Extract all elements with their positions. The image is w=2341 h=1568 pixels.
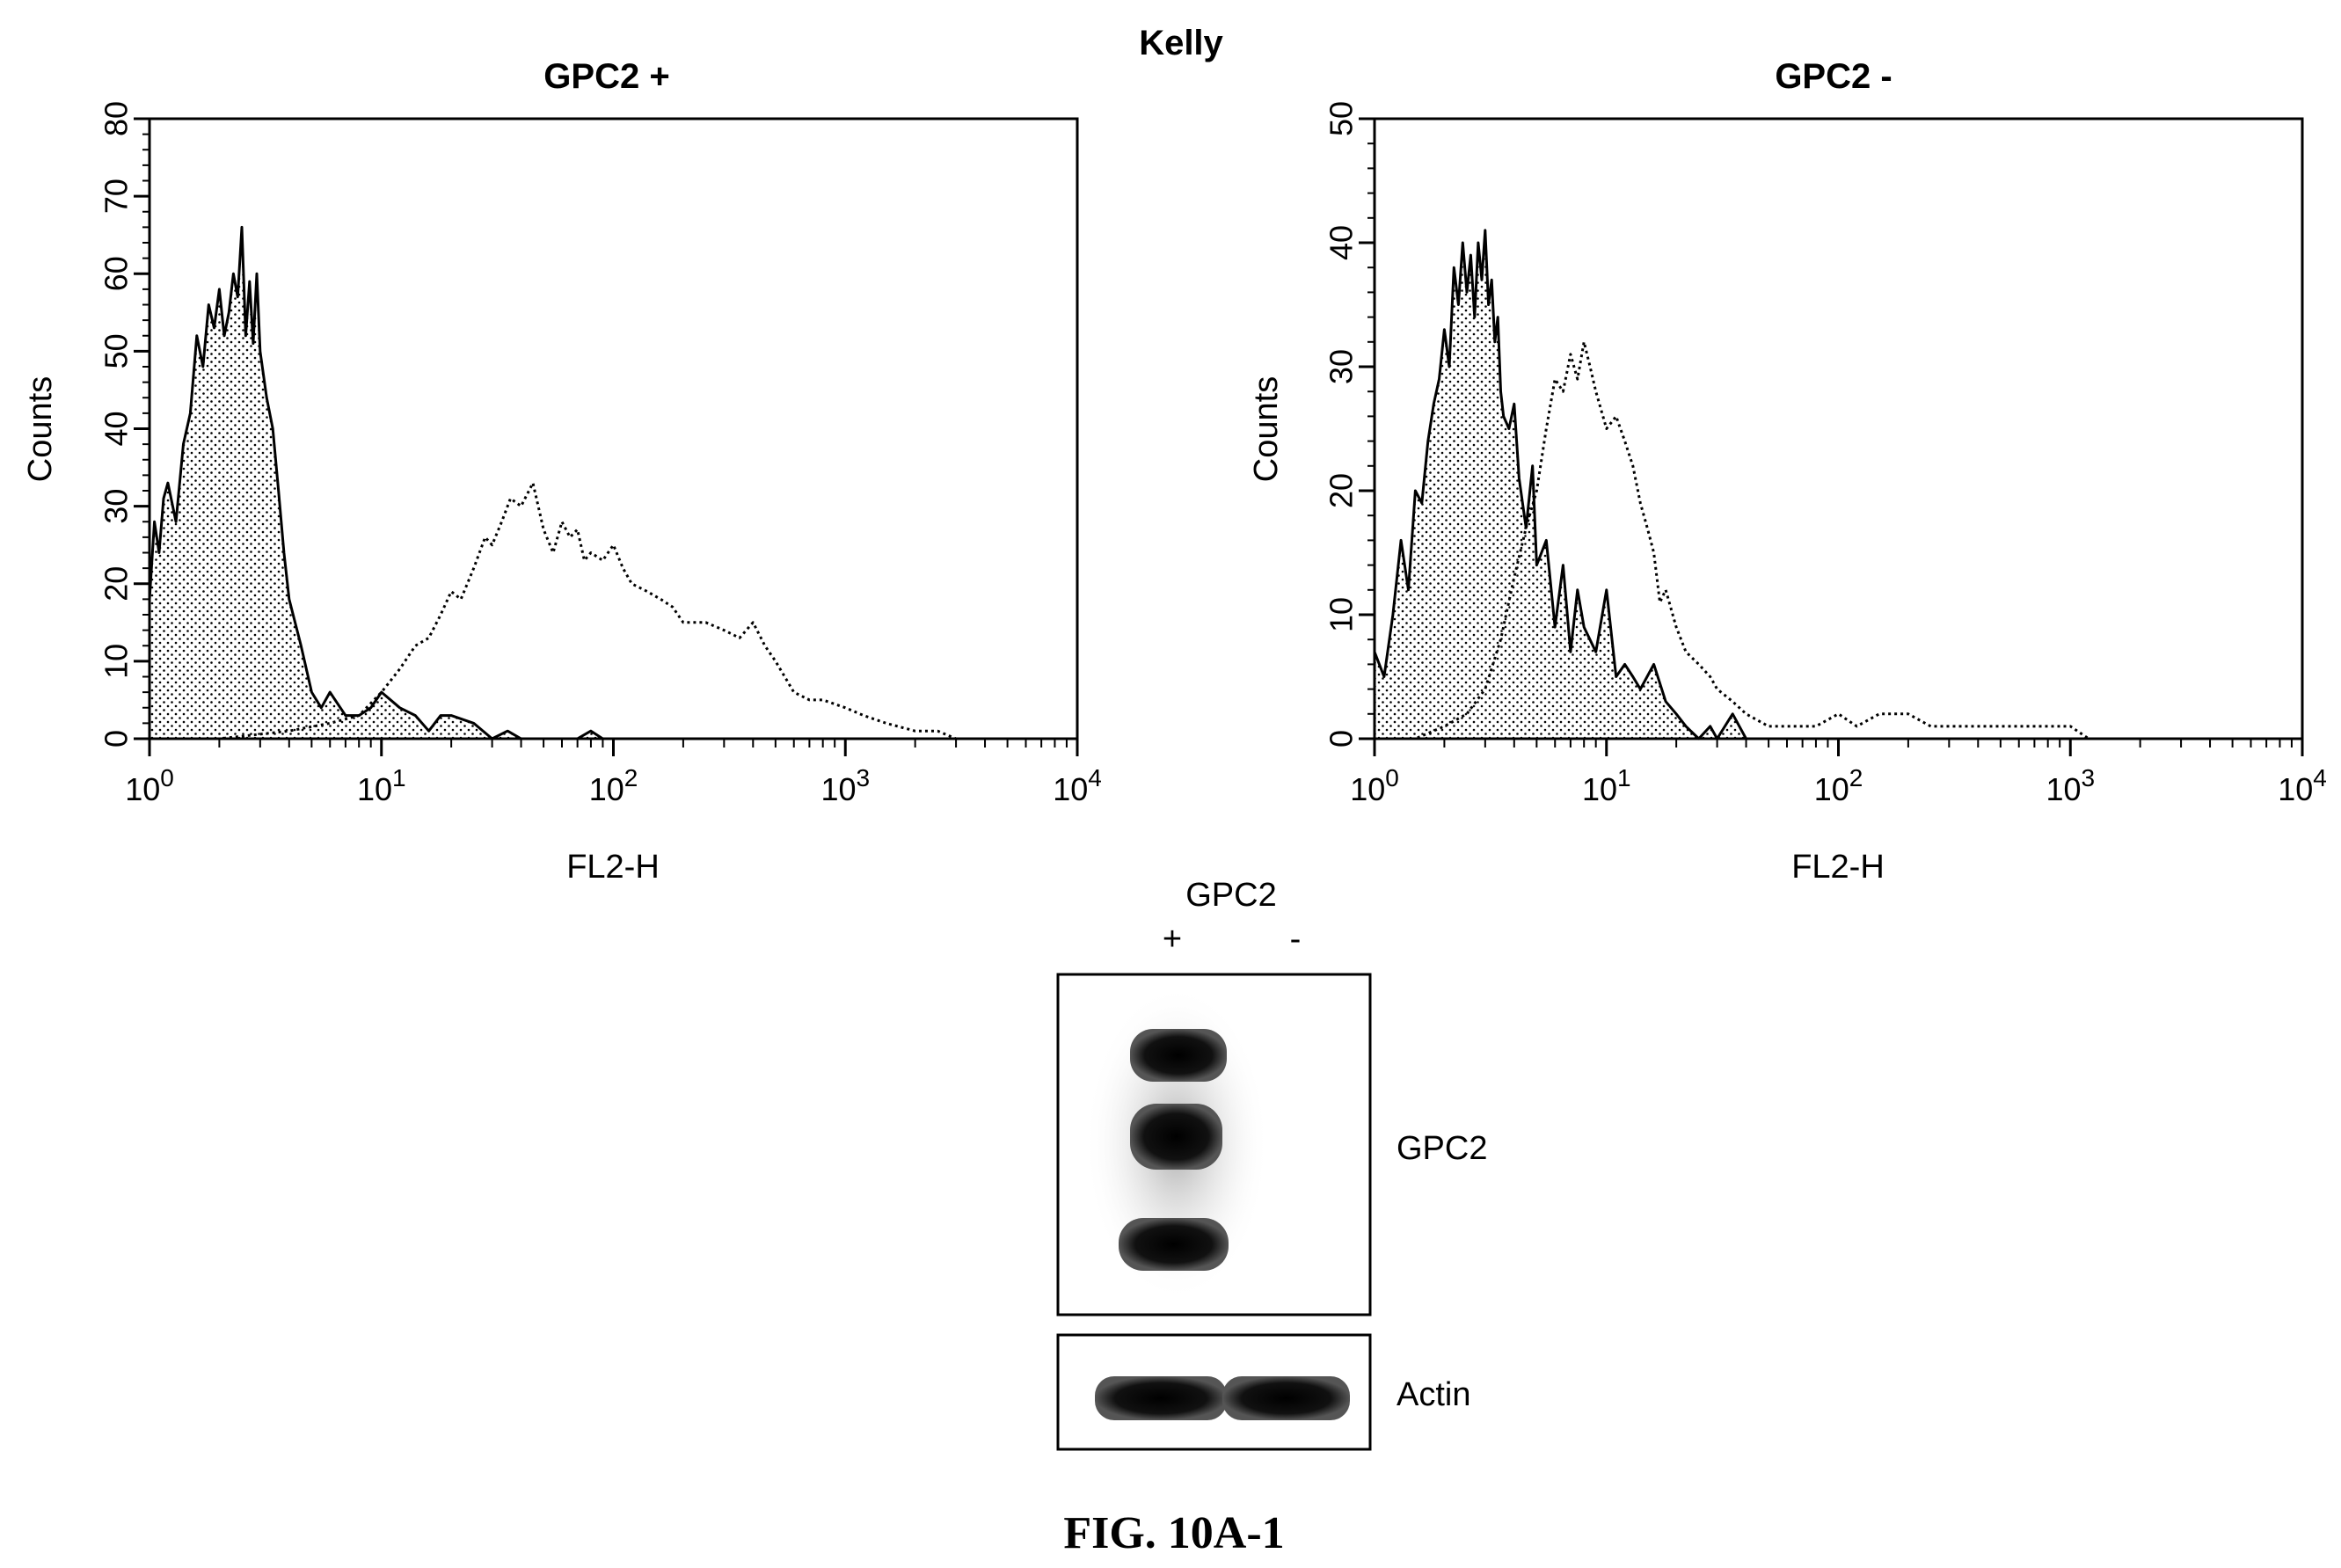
histogram-fill-control <box>1375 230 2302 739</box>
plot-area <box>1373 229 2302 740</box>
x-axis-ticks: 100 101 102 103 104 <box>1350 739 2327 807</box>
actin-band-positive <box>1095 1376 1227 1420</box>
x-tick-label: 103 <box>820 764 870 807</box>
histogram-line-stained <box>150 481 1077 740</box>
chart-title: GPC2 - <box>1775 57 1892 96</box>
x-tick-label: 102 <box>589 764 638 807</box>
y-tick-label: 70 <box>98 179 135 214</box>
x-tick-label: 104 <box>2278 764 2327 807</box>
y-axis-ticks: 0 10 20 30 40 50 <box>1324 101 1375 748</box>
histogram-line-control <box>1373 229 2302 740</box>
gpc2-band-lower <box>1119 1218 1229 1271</box>
x-tick-label: 101 <box>357 764 406 807</box>
y-tick-label: 40 <box>1324 225 1360 260</box>
y-tick-label: 20 <box>98 566 135 602</box>
x-axis-ticks: 100 101 102 103 104 <box>125 739 1102 807</box>
histogram-fill-control <box>150 227 1077 739</box>
plot-area <box>148 225 1077 740</box>
western-blot: GPC2 + - GPC2 Actin <box>1056 877 1487 1451</box>
x-tick-label: 100 <box>125 764 174 807</box>
cell-line-title: Kelly <box>1139 24 1223 62</box>
x-tick-label: 102 <box>1814 764 1863 807</box>
gpc2-band-middle <box>1130 1104 1222 1170</box>
x-tick-label: 104 <box>1053 764 1102 807</box>
chart-title: GPC2 + <box>543 57 669 96</box>
y-tick-label: 10 <box>1324 597 1360 632</box>
gpc2-band-upper <box>1130 1029 1227 1082</box>
y-tick-label: 60 <box>98 256 135 291</box>
x-tick-label: 103 <box>2046 764 2095 807</box>
y-axis-label: Counts <box>1248 376 1285 482</box>
blot-header-label: GPC2 <box>1185 877 1276 914</box>
y-tick-label: 40 <box>98 411 135 446</box>
x-axis-label: FL2-H <box>1791 849 1885 886</box>
figure-caption: FIG. 10A-1 <box>1063 1508 1284 1558</box>
y-tick-label: 0 <box>98 730 135 748</box>
lane-label-positive: + <box>1163 921 1182 958</box>
y-axis-label: Counts <box>22 376 59 482</box>
y-tick-label: 50 <box>1324 101 1360 136</box>
band-label-gpc2: GPC2 <box>1397 1130 1487 1167</box>
band-label-actin: Actin <box>1397 1376 1470 1413</box>
y-tick-label: 0 <box>1324 730 1360 748</box>
histogram-panel-gpc2-negative: GPC2 - 0 10 20 30 40 50 100 101 102 103 104 Count… <box>1248 57 2327 886</box>
y-tick-label: 10 <box>98 644 135 679</box>
histogram-panel-gpc2-positive: GPC2 + 0 10 20 30 40 50 60 70 80 100 101 102 103 104… <box>22 57 1102 886</box>
y-axis-ticks: 0 10 20 30 40 50 60 70 80 <box>98 101 150 748</box>
y-tick-label: 20 <box>1324 473 1360 508</box>
x-tick-label: 101 <box>1582 764 1631 807</box>
lane-label-negative: - <box>1290 921 1302 958</box>
actin-band-negative <box>1222 1376 1350 1420</box>
y-tick-label: 30 <box>98 489 135 524</box>
x-axis-label: FL2-H <box>566 849 660 886</box>
y-tick-label: 30 <box>1324 349 1360 384</box>
histogram-line-stained <box>1375 340 2302 740</box>
x-tick-label: 100 <box>1350 764 1399 807</box>
y-tick-label: 80 <box>98 101 135 136</box>
y-tick-label: 50 <box>98 333 135 368</box>
